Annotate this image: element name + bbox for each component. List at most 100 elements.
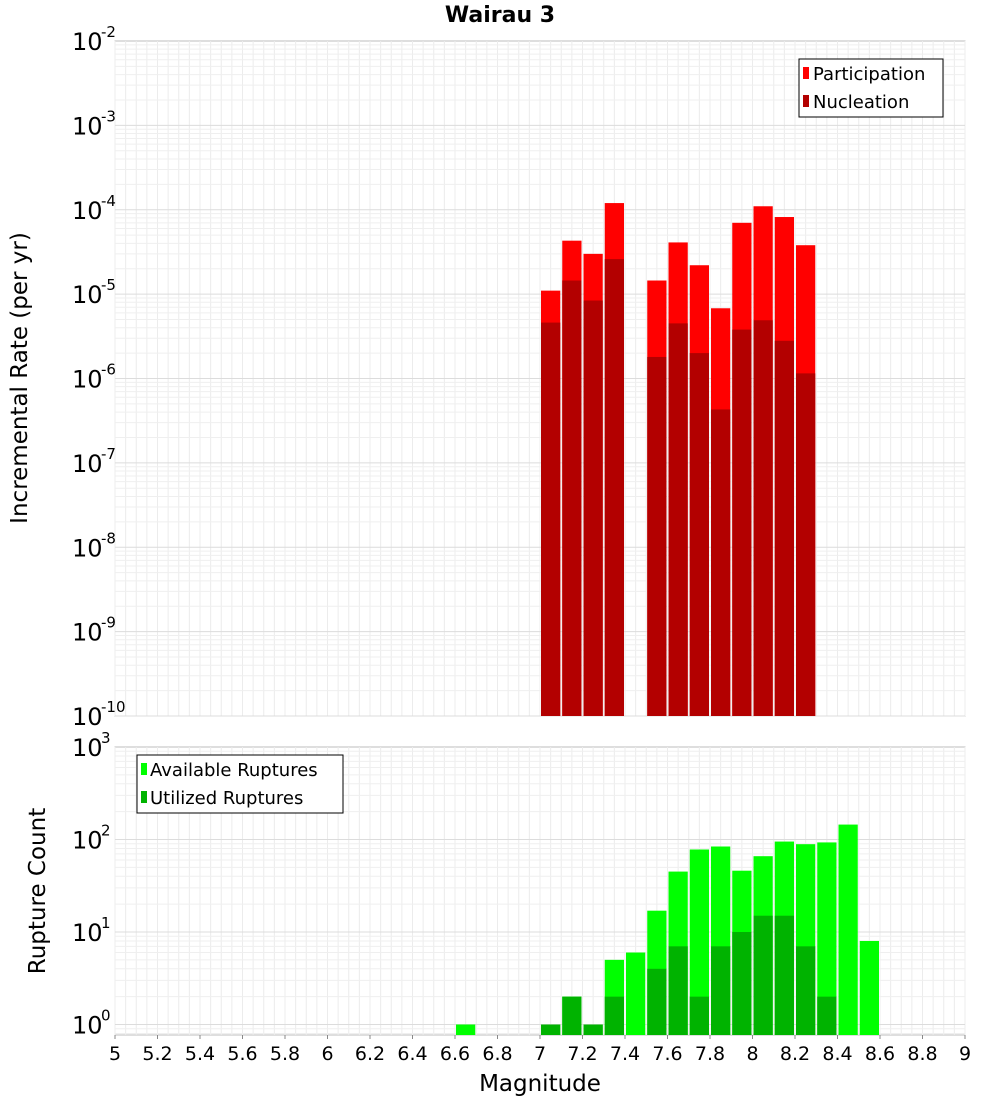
utilized-bar — [817, 996, 837, 1035]
x-tick-label: 7 — [534, 1043, 546, 1065]
x-tick-label: 7.8 — [695, 1043, 725, 1065]
available-bar — [689, 849, 709, 1035]
count-y-tick-exponent: 1 — [101, 914, 111, 932]
x-ticks: 5 5.2 5.4 5.6 5.8 6 6.2 6.4 6.6 6.8 7 7.2 7.4 7.6 7.8 8… — [109, 1035, 971, 1065]
rate-y-tick-label: 10 — [72, 28, 103, 56]
nucleation-bar — [732, 329, 752, 716]
utilized-bar — [753, 915, 773, 1035]
nucleation-bar — [541, 322, 561, 716]
count-y-tick-exponent: 3 — [101, 729, 111, 747]
nucleation-legend-label: Nucleation — [813, 92, 909, 113]
nucleation-bar — [796, 373, 816, 716]
x-tick-label: 8 — [746, 1043, 758, 1065]
rate-y-tick-exponent: -2 — [101, 23, 116, 41]
x-tick-label: 8.4 — [822, 1043, 852, 1065]
rate-y-tick-label: 10 — [72, 534, 103, 562]
utilized-bar — [562, 996, 582, 1035]
utilized-legend-label: Utilized Ruptures — [150, 788, 303, 809]
x-tick-label: 5.6 — [227, 1043, 257, 1065]
x-tick-label: 8.8 — [907, 1043, 937, 1065]
x-tick-label: 6 — [321, 1043, 333, 1065]
x-tick-label: 9 — [959, 1043, 971, 1065]
nucleation-legend-swatch — [803, 95, 809, 107]
utilized-bar — [689, 996, 709, 1035]
x-tick-label: 5.2 — [142, 1043, 172, 1065]
count-y-axis-label: Rupture Count — [25, 808, 51, 974]
available-bar — [626, 952, 646, 1035]
rate-y-tick-label: 10 — [72, 281, 103, 309]
rate-y-tick-label: 10 — [72, 619, 103, 647]
rate-y-tick-exponent: -5 — [101, 276, 116, 294]
x-tick-label: 7.2 — [567, 1043, 597, 1065]
rate-y-tick-exponent: -7 — [101, 445, 116, 463]
x-tick-label: 8.2 — [780, 1043, 810, 1065]
rate-y-tick-exponent: -8 — [101, 529, 116, 547]
x-tick-label: 6.6 — [440, 1043, 470, 1065]
rate-y-tick-exponent: -10 — [101, 698, 126, 716]
nucleation-bar — [647, 356, 667, 716]
available-legend-label: Available Ruptures — [150, 760, 318, 781]
rate-y-tick-label: 10 — [72, 703, 103, 731]
nucleation-bar — [604, 259, 624, 716]
nucleation-bar — [583, 300, 603, 716]
available-bar — [859, 940, 879, 1035]
rate-y-tick-label: 10 — [72, 450, 103, 478]
utilized-bar — [647, 968, 667, 1035]
count-grid — [114, 747, 966, 1035]
count-legend: Available Ruptures Utilized Ruptures — [136, 754, 344, 814]
rate-y-axis-label: Incremental Rate (per yr) — [7, 232, 33, 524]
rate-y-tick-exponent: -9 — [101, 614, 116, 632]
utilized-bar — [541, 1024, 561, 1035]
participation-legend-label: Participation — [813, 64, 925, 85]
x-tick-label: 5.8 — [270, 1043, 300, 1065]
available-legend-swatch — [141, 763, 147, 775]
count-legend-box — [136, 754, 344, 814]
utilized-bar — [711, 946, 731, 1035]
x-tick-label: 8.6 — [865, 1043, 895, 1065]
rate-y-tick-exponent: -6 — [101, 361, 116, 379]
nucleation-bar — [753, 320, 773, 716]
available-bar — [817, 842, 837, 1035]
rate-grid — [114, 41, 966, 717]
count-y-tick-label: 10 — [72, 1012, 103, 1040]
x-tick-label: 6.8 — [482, 1043, 512, 1065]
x-tick-label: 6.4 — [397, 1043, 427, 1065]
count-y-tick-label: 10 — [72, 734, 103, 762]
chart-title: Wairau 3 — [445, 3, 555, 28]
x-tick-label: 7.6 — [652, 1043, 682, 1065]
available-bar — [456, 1024, 476, 1035]
utilized-legend-swatch — [141, 791, 147, 803]
utilized-bar — [732, 932, 752, 1035]
available-bar — [838, 824, 858, 1035]
rate-legend: Participation Nucleation — [798, 58, 944, 118]
x-tick-label: 7.4 — [610, 1043, 640, 1065]
utilized-bar — [604, 996, 624, 1035]
count-y-tick-exponent: 2 — [101, 822, 111, 840]
rate-y-tick-label: 10 — [72, 197, 103, 225]
utilized-bar — [796, 946, 816, 1035]
x-tick-label: 5 — [109, 1043, 121, 1065]
rate-y-tick-exponent: -3 — [101, 107, 116, 125]
utilized-bar — [583, 1024, 603, 1035]
nucleation-bar — [689, 353, 709, 716]
rate-y-tick-label: 10 — [72, 112, 103, 140]
nucleation-bar — [668, 323, 688, 716]
x-axis-label: Magnitude — [479, 1071, 601, 1097]
count-bars — [456, 824, 879, 1035]
x-tick-label: 5.4 — [185, 1043, 215, 1065]
count-y-tick-label: 10 — [72, 919, 103, 947]
count-y-tick-label: 10 — [72, 827, 103, 855]
utilized-bar — [774, 915, 794, 1035]
count-y-tick-exponent: 0 — [101, 1007, 111, 1025]
utilized-bar — [668, 946, 688, 1035]
nucleation-bar — [711, 409, 731, 716]
nucleation-bar — [562, 280, 582, 716]
participation-legend-swatch — [803, 67, 809, 79]
nucleation-bar — [774, 340, 794, 716]
rate-y-tick-label: 10 — [72, 366, 103, 394]
